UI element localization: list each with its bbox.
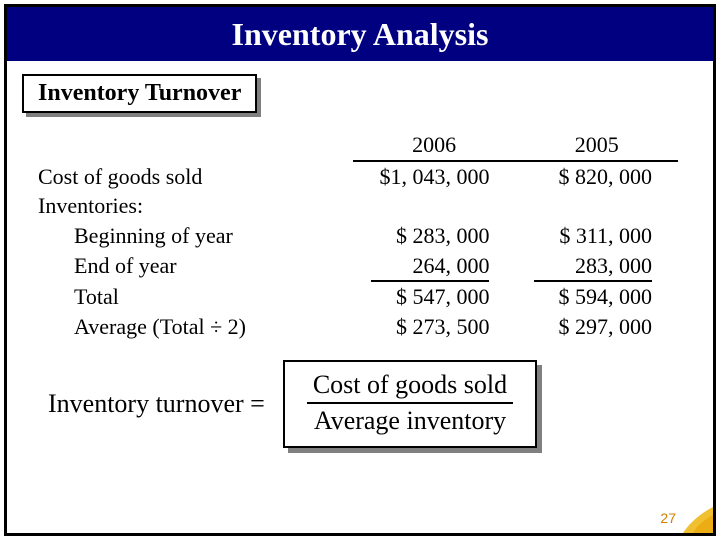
year-1-header: 2006 — [412, 132, 456, 157]
subtitle-box: Inventory Turnover — [22, 74, 257, 113]
row-end: End of year 264, 000 283, 000 — [38, 251, 678, 281]
row-beginning: Beginning of year $ 283, 000 $ 311, 000 — [38, 221, 678, 251]
label-inventories: Inventories: — [38, 193, 143, 218]
row-inventories-header: Inventories: — [38, 191, 678, 221]
end-y2: 283, 000 — [534, 251, 652, 281]
row-total: Total $ 547, 000 $ 594, 000 — [38, 280, 678, 312]
end-y1: 264, 000 — [371, 251, 489, 281]
year-2-header: 2005 — [575, 132, 619, 157]
subtitle-text: Inventory Turnover — [38, 80, 241, 106]
avg-y1: $ 273, 500 — [371, 312, 489, 342]
table-header-row: 2006 2005 — [38, 130, 678, 161]
cogs-y1: $1, 043, 000 — [371, 162, 489, 192]
page-number: 27 — [660, 510, 676, 526]
title-bar: Inventory Analysis — [7, 7, 713, 61]
formula-denominator: Average inventory — [314, 404, 506, 436]
formula-numerator: Cost of goods sold — [307, 370, 513, 404]
label-end: End of year — [74, 253, 177, 278]
total-y1: $ 547, 000 — [371, 280, 489, 312]
label-total: Total — [74, 284, 119, 309]
formula-region: Inventory turnover = Cost of goods sold … — [48, 360, 668, 448]
data-table: 2006 2005 Cost of goods sold $1, 043, 00… — [38, 130, 678, 342]
total-y2: $ 594, 000 — [534, 280, 652, 312]
begin-y1: $ 283, 000 — [371, 221, 489, 251]
corner-accent-icon — [683, 507, 713, 533]
label-average: Average (Total ÷ 2) — [74, 314, 246, 339]
row-average: Average (Total ÷ 2) $ 273, 500 $ 297, 00… — [38, 312, 678, 342]
label-cogs: Cost of goods sold — [38, 164, 202, 189]
avg-y2: $ 297, 000 — [534, 312, 652, 342]
slide-title: Inventory Analysis — [232, 16, 489, 53]
row-cogs: Cost of goods sold $1, 043, 000 $ 820, 0… — [38, 161, 678, 192]
begin-y2: $ 311, 000 — [534, 221, 652, 251]
formula-lhs: Inventory turnover = — [48, 389, 265, 419]
formula-box: Cost of goods sold Average inventory — [283, 360, 537, 448]
cogs-y2: $ 820, 000 — [534, 162, 652, 192]
label-beginning: Beginning of year — [74, 223, 233, 248]
